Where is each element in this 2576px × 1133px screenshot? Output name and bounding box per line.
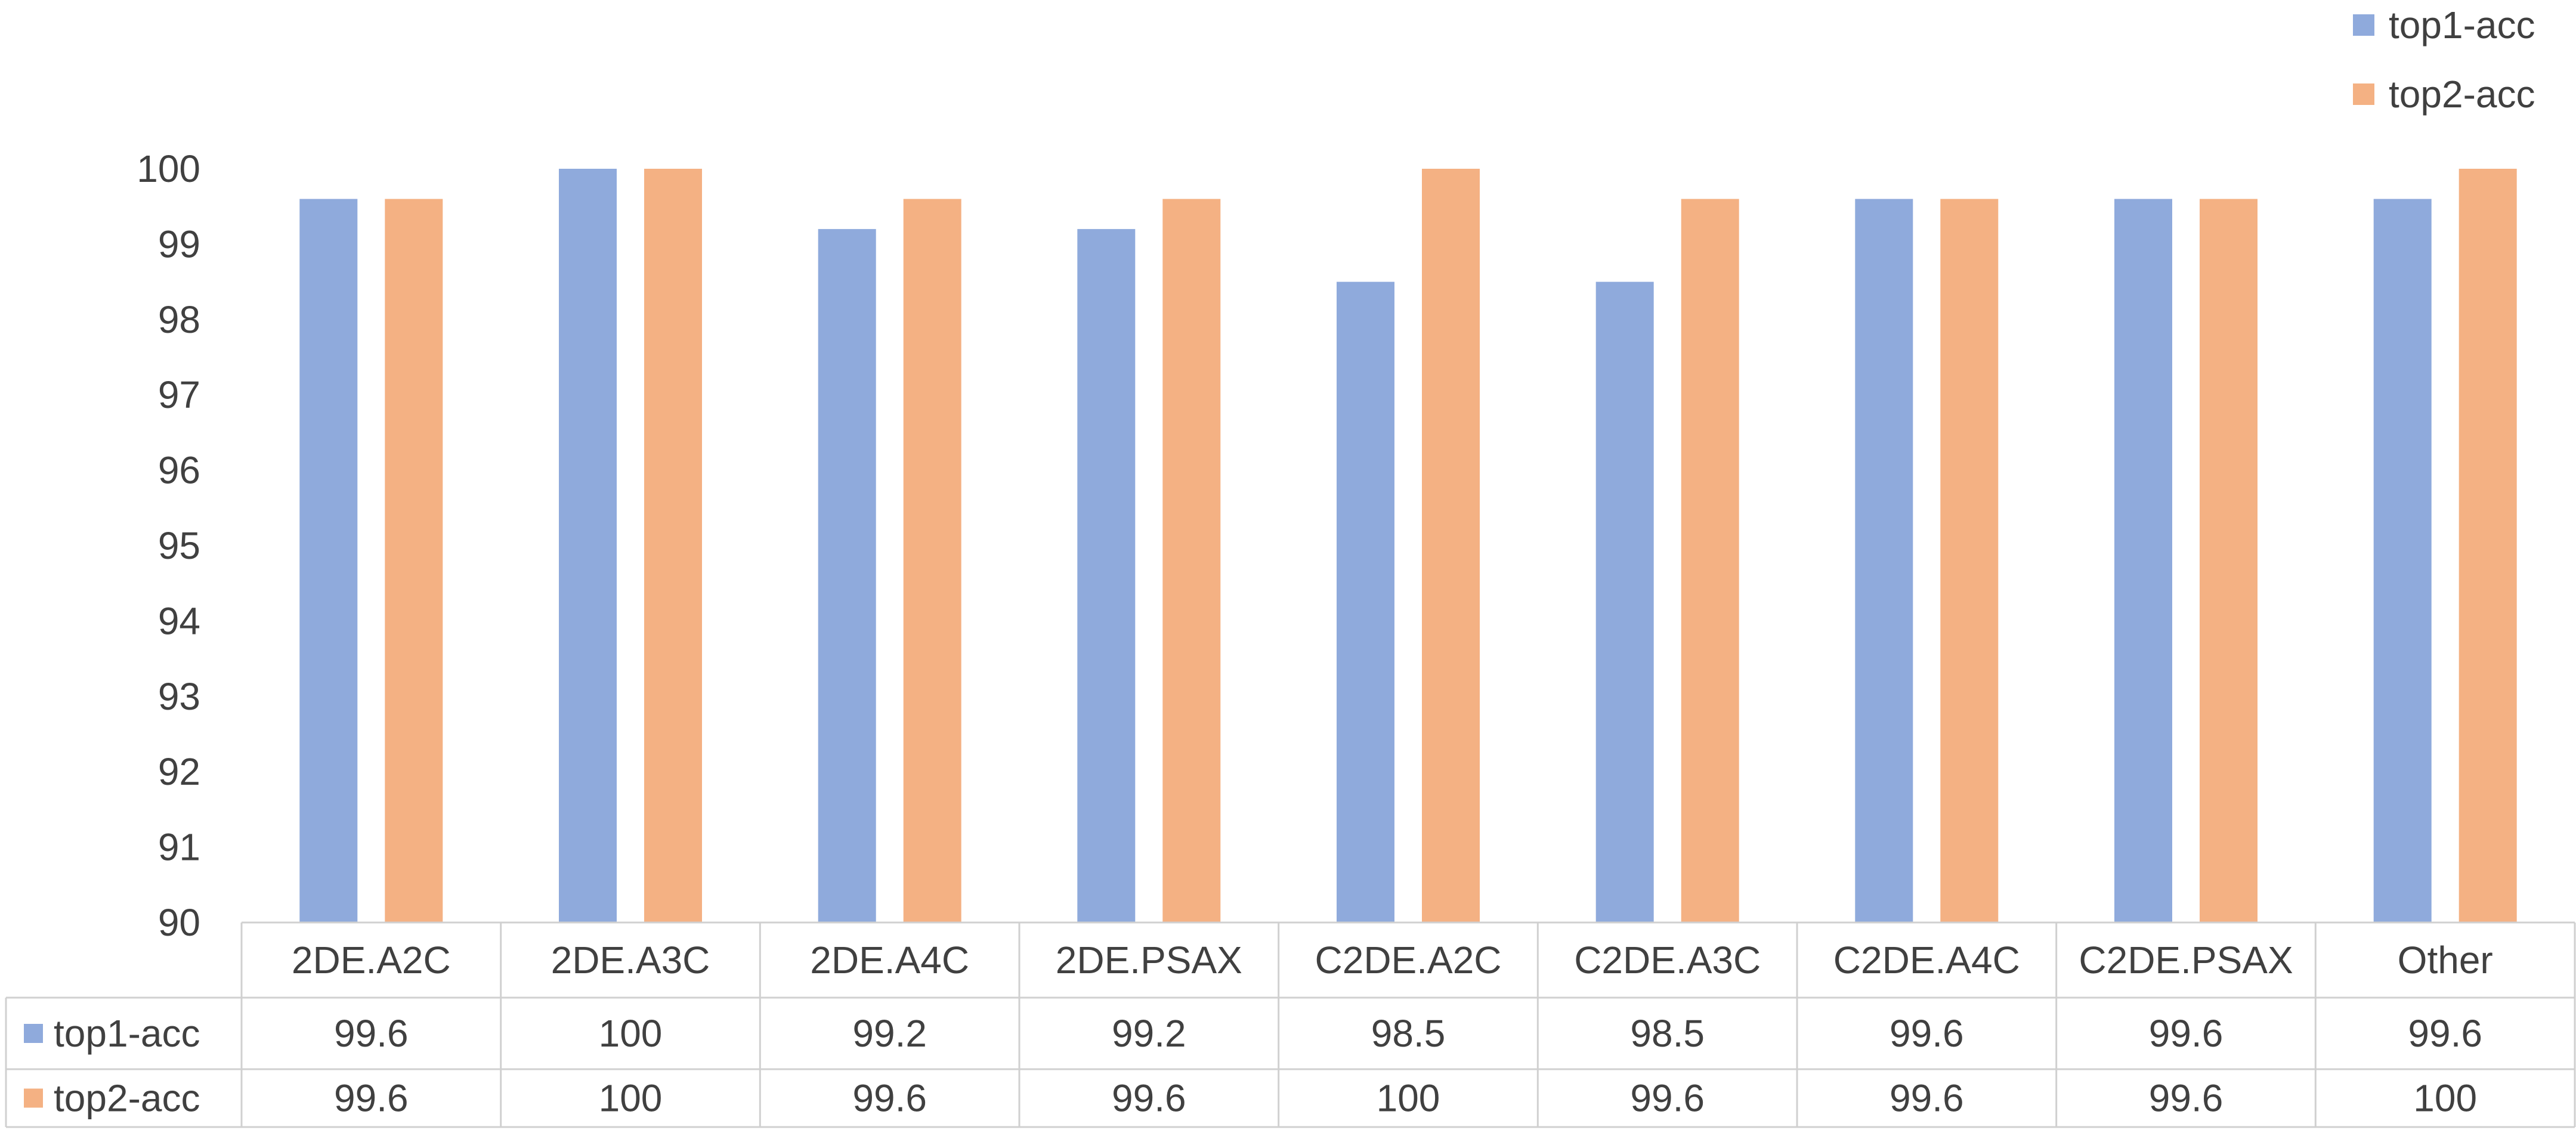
table-legend-key-top1-acc xyxy=(24,1024,43,1043)
table-value: 98.5 xyxy=(1630,1012,1705,1055)
bar-top1-acc-C2DE.A4C xyxy=(1855,199,1913,923)
category-label: C2DE.PSAX xyxy=(2079,939,2293,982)
y-tick-label: 94 xyxy=(158,599,200,642)
table-value: 99.6 xyxy=(334,1077,409,1120)
y-tick-label: 100 xyxy=(137,147,200,190)
table-value: 100 xyxy=(599,1077,663,1120)
bar-top2-acc-C2DE.A2C xyxy=(1422,169,1480,923)
table-series-label: top1-acc xyxy=(54,1012,200,1055)
bar-top1-acc-C2DE.PSAX xyxy=(2114,199,2172,923)
legend-label: top1-acc xyxy=(2389,4,2535,47)
table-value: 99.2 xyxy=(1112,1012,1186,1055)
y-tick-label: 98 xyxy=(158,298,200,341)
category-label: 2DE.A3C xyxy=(551,939,710,982)
bar-top1-acc-2DE.PSAX xyxy=(1077,229,1136,923)
bar-top2-acc-C2DE.A4C xyxy=(1940,199,1999,923)
category-label: 2DE.A4C xyxy=(810,939,969,982)
bar-top2-acc-2DE.A2C xyxy=(385,199,443,923)
bar-top2-acc-Other xyxy=(2459,169,2517,923)
table-value: 98.5 xyxy=(1371,1012,1446,1055)
bar-top2-acc-C2DE.PSAX xyxy=(2200,199,2258,923)
bar-top2-acc-2DE.A3C xyxy=(644,169,702,923)
bar-top2-acc-2DE.A4C xyxy=(903,199,961,923)
table-legend-key-top2-acc xyxy=(24,1088,43,1108)
table-value: 99.6 xyxy=(1890,1077,1964,1120)
bar-top1-acc-C2DE.A3C xyxy=(1595,281,1654,923)
bar-top1-acc-C2DE.A2C xyxy=(1337,281,1394,923)
y-tick-label: 95 xyxy=(158,524,200,567)
table-value: 99.6 xyxy=(1630,1077,1705,1120)
bar-top1-acc-Other xyxy=(2373,199,2432,923)
legend-label: top2-acc xyxy=(2389,73,2535,116)
category-label: C2DE.A2C xyxy=(1315,939,1502,982)
bar-top1-acc-2DE.A4C xyxy=(818,229,876,923)
y-tick-label: 90 xyxy=(158,901,200,944)
table-value: 100 xyxy=(599,1012,663,1055)
data-table: 2DE.A2C 2DE.A3C 2DE.A4C 2DE.PSAX C2DE.A2C C2D… xyxy=(5,921,2576,1128)
y-tick-label: 96 xyxy=(158,449,200,492)
category-label: Other xyxy=(2398,939,2493,982)
table-value: 100 xyxy=(1377,1077,1440,1120)
table-value: 99.6 xyxy=(2149,1012,2224,1055)
legend: top1-acc top2-acc xyxy=(2353,4,2535,116)
table-value: 99.6 xyxy=(1112,1077,1186,1120)
y-tick-label: 97 xyxy=(158,373,200,416)
category-label: C2DE.A3C xyxy=(1574,939,1761,982)
y-tick-label: 99 xyxy=(158,222,200,265)
table-value: 99.6 xyxy=(334,1012,409,1055)
bar-top2-acc-2DE.PSAX xyxy=(1162,199,1221,923)
table-series-label: top2-acc xyxy=(54,1077,200,1120)
y-tick-label: 91 xyxy=(158,826,200,869)
table-value: 100 xyxy=(2413,1077,2477,1120)
category-label: C2DE.A4C xyxy=(1833,939,2020,982)
table-value: 99.6 xyxy=(2408,1012,2482,1055)
legend-key-top2-acc xyxy=(2353,83,2374,105)
y-axis: 90 91 92 93 94 95 96 97 98 99 100 xyxy=(137,147,200,944)
bar-top1-acc-2DE.A3C xyxy=(559,169,617,923)
table-value: 99.2 xyxy=(852,1012,927,1055)
bar-top1-acc-2DE.A2C xyxy=(299,199,358,923)
table-value: 99.6 xyxy=(852,1077,927,1120)
category-label: 2DE.A2C xyxy=(292,939,451,982)
category-label: 2DE.PSAX xyxy=(1056,939,1242,982)
bar-top2-acc-C2DE.A3C xyxy=(1681,199,1739,923)
legend-key-top1-acc xyxy=(2353,14,2374,36)
y-tick-label: 92 xyxy=(158,750,200,793)
table-value: 99.6 xyxy=(1890,1012,1964,1055)
bars-layer xyxy=(299,169,2517,923)
y-tick-label: 93 xyxy=(158,675,200,718)
table-value: 99.6 xyxy=(2149,1077,2224,1120)
